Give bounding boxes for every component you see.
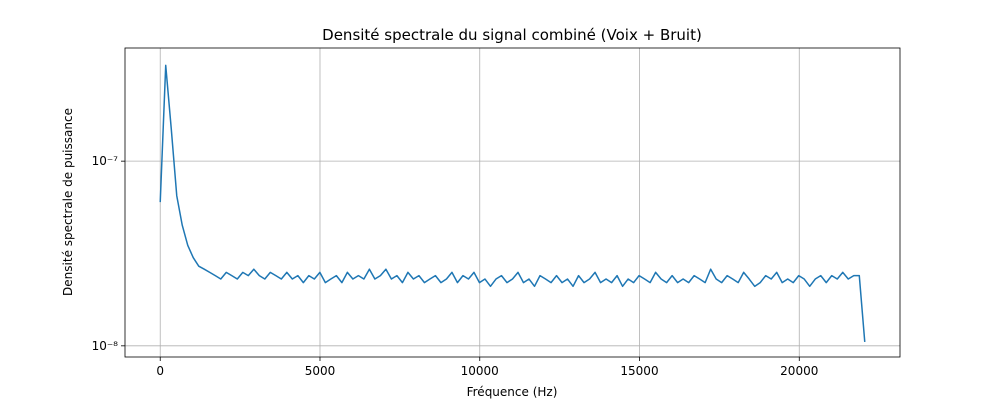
y-tick-label: 10⁻⁸ bbox=[92, 339, 119, 353]
x-tick-label: 10000 bbox=[461, 364, 499, 378]
plot-area bbox=[159, 64, 866, 342]
x-axis-label: Fréquence (Hz) bbox=[467, 385, 558, 399]
axes-frame bbox=[124, 47, 901, 358]
chart-title: Densité spectrale du signal combiné (Voi… bbox=[322, 26, 702, 44]
x-tick-label: 0 bbox=[156, 364, 164, 378]
y-tick-label: 10⁻⁷ bbox=[92, 154, 119, 168]
ticks: 0 5000 10000 15000 20000 10⁻⁸ 10⁻⁷ bbox=[92, 154, 819, 378]
grid bbox=[125, 48, 900, 357]
x-tick-label: 20000 bbox=[780, 364, 818, 378]
y-axis-label: Densité spectrale de puissance bbox=[61, 108, 75, 296]
line bbox=[159, 64, 866, 342]
x-tick-label: 5000 bbox=[305, 364, 336, 378]
x-tick-label: 15000 bbox=[620, 364, 658, 378]
